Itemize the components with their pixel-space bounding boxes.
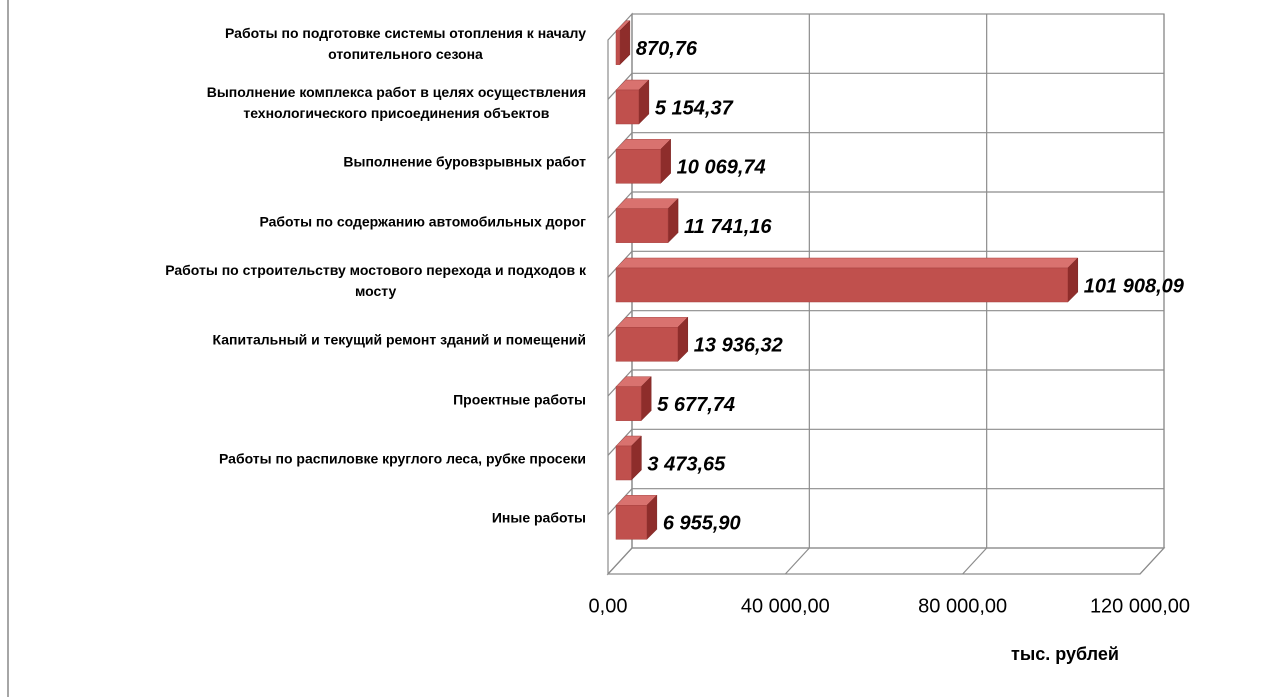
value-label: 3 473,65: [647, 453, 726, 475]
value-label: 870,76: [636, 38, 698, 60]
category-label: Выполнение буровзрывных работ: [343, 153, 586, 170]
bar: [615, 79, 650, 125]
bar-front: [615, 505, 648, 540]
grid-line: [784, 547, 810, 575]
value-label: 13 936,32: [694, 335, 783, 357]
grid-line: [962, 547, 988, 575]
category-label: Выполнение комплекса работ в целях осуще…: [206, 84, 586, 121]
value-label: 6 955,90: [663, 513, 741, 535]
x-axis-title: тыс. рублей: [1011, 644, 1119, 664]
bar: [615, 138, 672, 184]
bar: [615, 494, 658, 540]
bar: [615, 257, 1079, 303]
grid-line: [1139, 547, 1165, 575]
bar-top: [615, 317, 689, 328]
bar: [615, 435, 643, 481]
x-tick-label: 0,00: [589, 595, 628, 617]
category-label: Работы по подготовке системы отопления к…: [225, 24, 586, 62]
bar: [615, 198, 679, 244]
bar-front: [615, 386, 642, 421]
floor: [606, 547, 1166, 575]
bar-front: [615, 445, 632, 481]
value-label: 5 154,37: [655, 97, 734, 119]
bar: [615, 376, 652, 422]
bar-front: [615, 30, 621, 65]
bar-front: [615, 267, 1069, 303]
bar-front: [615, 89, 640, 125]
category-label: Иные работы: [491, 509, 586, 526]
bar-front: [615, 149, 661, 184]
x-tick-label: 40 000,00: [741, 595, 830, 617]
bar-front: [615, 208, 669, 243]
bar: [615, 20, 631, 66]
category-label: Работы по распиловке круглого леса, рубк…: [219, 450, 586, 467]
grid-line: [607, 547, 633, 575]
value-label: 10 069,74: [677, 157, 766, 179]
value-label: 5 677,74: [657, 394, 735, 416]
value-label: 101 908,09: [1084, 275, 1185, 297]
category-label: Проектные работы: [453, 391, 586, 408]
bar-front: [615, 327, 679, 362]
category-label: Работы по содержанию автомобильных дорог: [259, 213, 586, 230]
x-tick-label: 80 000,00: [918, 595, 1007, 617]
bar-top: [615, 198, 679, 209]
value-label: 11 741,16: [684, 216, 772, 238]
category-label: Работы по строительству мостового перехо…: [165, 262, 586, 299]
bar: [615, 316, 689, 362]
category-label: Капитальный и текущий ремонт зданий и по…: [212, 331, 586, 348]
bar-top: [615, 257, 1079, 269]
x-tick-label: 120 000,00: [1090, 595, 1190, 617]
